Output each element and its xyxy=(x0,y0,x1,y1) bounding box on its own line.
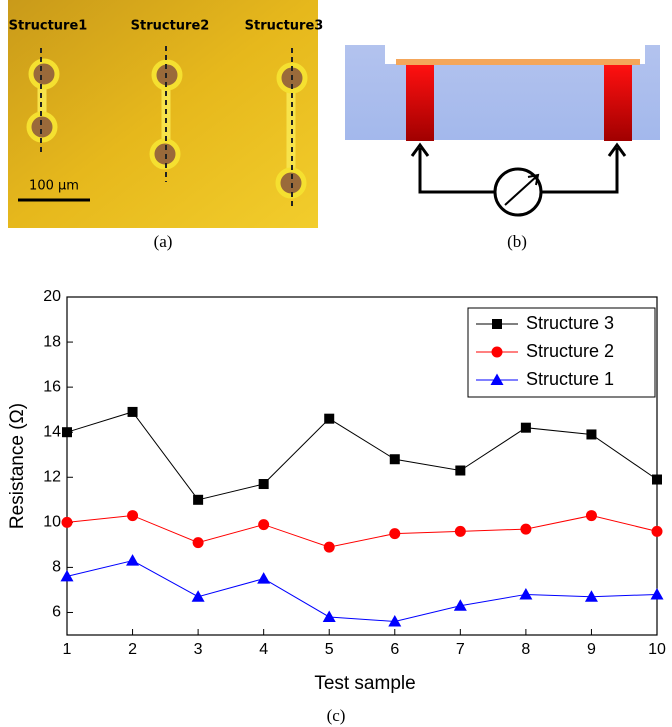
series-line xyxy=(66,515,658,548)
marker xyxy=(192,537,204,549)
y-tick-label: 18 xyxy=(43,333,61,350)
photo-label: Structure2 xyxy=(131,19,210,34)
photo xyxy=(8,0,318,228)
plot-frame xyxy=(66,296,658,636)
caption: (b) xyxy=(507,232,527,251)
marker xyxy=(322,610,336,622)
y-tick-label: 16 xyxy=(43,378,61,395)
marker xyxy=(586,429,597,440)
marker xyxy=(455,465,466,476)
legend-label: Structure 2 xyxy=(526,341,614,361)
marker xyxy=(585,510,597,522)
schematic xyxy=(345,45,660,217)
legend-label: Structure 1 xyxy=(526,369,614,389)
marker xyxy=(191,590,205,602)
photo-label: Structure3 xyxy=(245,19,324,34)
photo-label: Structure1 xyxy=(9,19,88,34)
x-axis-title: Test sample xyxy=(314,673,415,694)
marker xyxy=(258,519,270,531)
x-tick-label: 2 xyxy=(128,641,137,658)
marker xyxy=(519,587,533,600)
marker xyxy=(62,427,72,438)
marker xyxy=(324,413,335,424)
marker xyxy=(127,406,138,417)
marker xyxy=(650,587,664,600)
marker xyxy=(388,614,402,627)
y-tick-label: 14 xyxy=(43,423,61,440)
marker xyxy=(193,494,204,505)
legend-marker xyxy=(492,319,502,329)
x-tick-label: 5 xyxy=(325,641,334,658)
x-tick-label: 8 xyxy=(521,641,530,658)
marker xyxy=(389,454,400,465)
x-tick-label: 4 xyxy=(259,641,268,658)
marker xyxy=(257,572,271,584)
legend-label: Structure 3 xyxy=(526,313,614,333)
y-tick-label: 6 xyxy=(52,604,61,621)
legend-marker xyxy=(491,346,503,358)
marker xyxy=(584,590,598,602)
series-line xyxy=(66,411,658,501)
series-line xyxy=(66,560,658,622)
x-tick-label: 7 xyxy=(456,641,465,658)
marker xyxy=(323,541,335,553)
y-tick-label: 8 xyxy=(52,559,61,576)
caption: (a) xyxy=(154,232,173,251)
marker xyxy=(126,554,140,566)
marker xyxy=(454,525,466,537)
marker xyxy=(127,510,139,522)
scale-bar-label: 100 μm xyxy=(29,179,79,194)
marker xyxy=(258,479,269,490)
marker xyxy=(520,422,531,433)
y-axis-title: Resistance (Ω) xyxy=(7,403,28,529)
marker xyxy=(389,528,401,540)
marker xyxy=(453,599,467,611)
x-tick-label: 9 xyxy=(587,641,596,658)
caption: (c) xyxy=(327,706,346,725)
legend-marker xyxy=(490,373,504,385)
marker xyxy=(60,569,74,582)
y-tick-label: 12 xyxy=(43,468,61,485)
marker xyxy=(652,474,662,485)
x-tick-label: 3 xyxy=(194,641,203,658)
x-tick-label: 6 xyxy=(390,641,399,658)
marker xyxy=(61,516,73,528)
y-tick-label: 20 xyxy=(43,288,61,305)
y-tick-label: 10 xyxy=(43,514,61,531)
marker xyxy=(520,523,532,535)
x-tick-label: 10 xyxy=(648,641,666,658)
x-tick-label: 1 xyxy=(63,641,72,658)
marker xyxy=(651,525,663,537)
